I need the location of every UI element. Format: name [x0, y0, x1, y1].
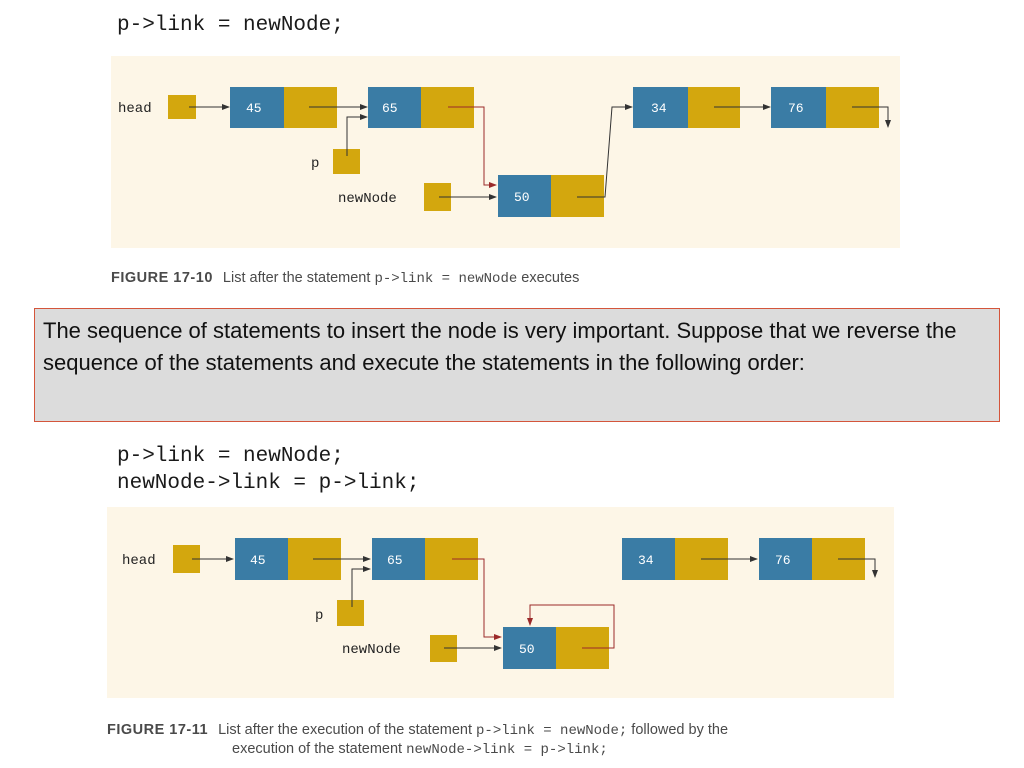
- node-info-box: [622, 538, 675, 580]
- node-info-box: [498, 175, 551, 217]
- linked-list-diagram-bottom: head 45 65 p newNode 50: [122, 538, 878, 669]
- p-label: p: [315, 608, 323, 624]
- diagram-panel-bottom: head 45 65 p newNode 50: [107, 507, 894, 698]
- node-value: 76: [788, 101, 804, 116]
- p-arrow: [346, 114, 368, 156]
- null-arrow: [852, 106, 891, 128]
- p-label: p: [311, 156, 319, 172]
- newnode-label: newNode: [338, 191, 397, 207]
- caption-text: List after the execution of the statemen…: [218, 722, 477, 738]
- node-info-box: [368, 87, 421, 128]
- node-value: 76: [775, 553, 791, 568]
- code-statement-bottom-1: p->link = newNode;: [117, 445, 344, 468]
- node-value: 65: [387, 553, 403, 568]
- code-statement-top: p->link = newNode;: [117, 14, 344, 37]
- caption-text-end: executes: [517, 270, 580, 286]
- node-info-box: [235, 538, 288, 580]
- figure-caption-top: FIGURE 17-10 List after the statement p->…: [111, 269, 579, 288]
- caption-line-2: execution of the statement newNode->link…: [107, 740, 728, 759]
- explanation-callout: The sequence of statements to insert the…: [34, 308, 1000, 422]
- node-value: 45: [246, 101, 262, 116]
- node-info-box: [503, 627, 556, 669]
- figure-number: FIGURE 17-10: [111, 270, 213, 286]
- head-label: head: [118, 101, 152, 117]
- node-value: 65: [382, 101, 398, 116]
- node-info-box: [759, 538, 812, 580]
- node-34: 34: [622, 538, 728, 580]
- caption-line-1: FIGURE 17-11 List after the execution of …: [107, 721, 728, 740]
- caption-text: List after the statement: [222, 270, 375, 286]
- red-arrow-65-to-50: [452, 558, 502, 640]
- null-arrow: [838, 558, 878, 578]
- caption-text: execution of the statement: [232, 741, 407, 757]
- node-value: 34: [638, 553, 654, 568]
- node-info-box: [771, 87, 826, 128]
- p-arrow: [351, 566, 371, 607]
- node-76: 76: [759, 538, 865, 580]
- figure-number: FIGURE 17-11: [107, 722, 209, 738]
- node-info-box: [230, 87, 284, 128]
- p-pointer-box: [337, 600, 364, 626]
- node-50: 50: [498, 175, 604, 217]
- diagram-panel-top: head 45 65 p newNode 50: [111, 56, 900, 248]
- node-info-box: [633, 87, 688, 128]
- node-50: 50: [503, 627, 609, 669]
- node-info-box: [372, 538, 425, 580]
- figure-caption-bottom: FIGURE 17-11 List after the execution of …: [107, 721, 728, 759]
- linked-list-diagram-top: head 45 65 p newNode 50: [118, 87, 891, 217]
- code-statement-bottom-2: newNode->link = p->link;: [117, 472, 420, 495]
- node-value: 45: [250, 553, 266, 568]
- node-value: 34: [651, 101, 667, 116]
- caption-code: p->link = newNode: [374, 271, 518, 287]
- head-label: head: [122, 553, 156, 569]
- newnode-label: newNode: [342, 642, 401, 658]
- caption-code: p->link = newNode;: [476, 723, 628, 739]
- callout-text: The sequence of statements to insert the…: [43, 318, 957, 375]
- node-value: 50: [519, 642, 535, 657]
- red-self-loop-arrow: [527, 604, 615, 649]
- red-arrow-65-to-50: [448, 106, 497, 188]
- arrow-50-to-34: [577, 104, 633, 198]
- caption-text-end: followed by the: [627, 722, 729, 738]
- node-value: 50: [514, 190, 530, 205]
- node-link-box: [551, 175, 604, 217]
- caption-code: newNode->link = p->link;: [406, 742, 608, 758]
